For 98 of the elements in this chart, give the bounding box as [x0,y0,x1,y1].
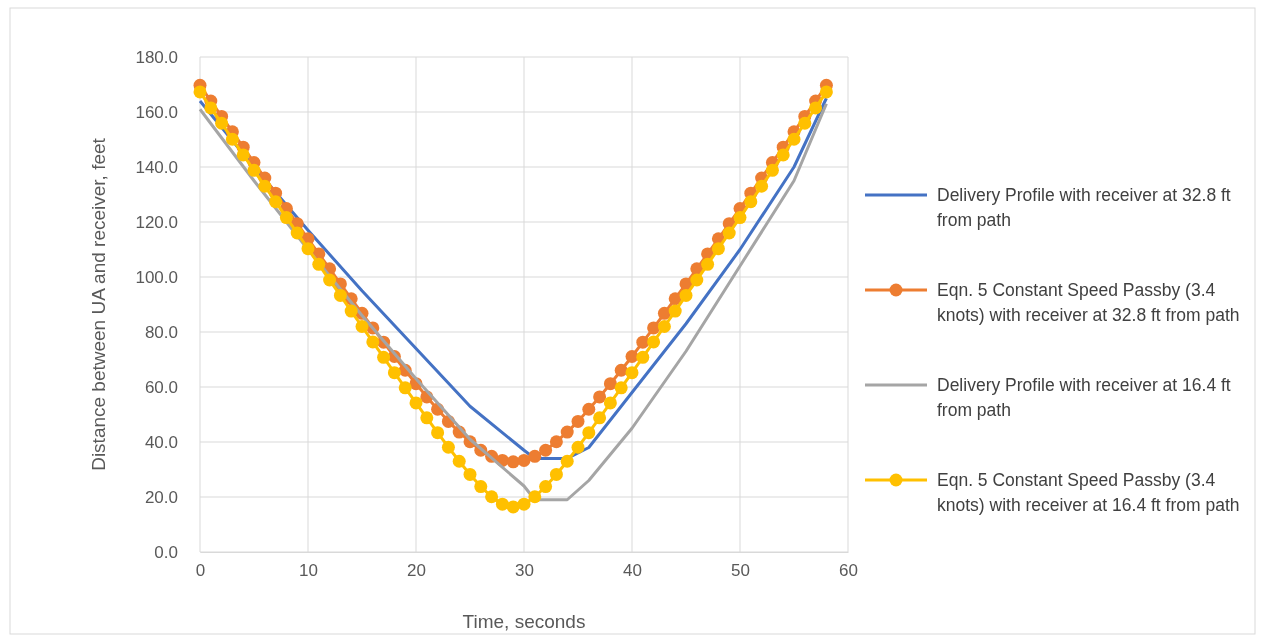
point [528,490,542,504]
point [517,497,531,511]
point [236,148,250,162]
point [636,350,650,364]
y-axis-title: Distance between UA and receiver, feet [88,137,109,471]
point [657,306,671,320]
point [647,321,661,335]
point [625,349,639,363]
y-tick-label: 140.0 [135,157,178,177]
point [474,480,488,494]
point [312,257,326,271]
point [431,426,445,440]
y-tick-label: 120.0 [135,212,178,232]
point [539,443,553,457]
point [344,304,358,318]
point [204,101,218,115]
point [701,257,715,271]
y-tick-label: 180.0 [135,47,178,67]
point [506,500,520,514]
point [193,85,207,99]
point [323,273,337,287]
x-tick-label: 10 [299,561,318,581]
point [668,292,682,306]
point [506,455,520,469]
y-tick-label: 100.0 [135,267,178,287]
y-tick-label: 80.0 [144,322,178,342]
x-tick-label: 30 [515,561,534,581]
point [593,411,607,425]
point [787,132,801,146]
x-tick-label: 0 [195,561,206,581]
y-tick-label: 20.0 [144,487,178,507]
point [517,453,531,467]
point [668,304,682,318]
x-tick-label: 60 [839,561,858,581]
point [571,414,585,428]
y-tick-label: 160.0 [135,102,178,122]
point [733,211,747,225]
point [258,179,272,193]
point [225,132,239,146]
legend-label: Eqn. 5 Constant Speed Passby (3.4 knots) with receiver at 16.4 ft from path [937,470,1240,515]
x-axis-title: Time, seconds [462,611,586,632]
point [776,148,790,162]
point [539,480,553,494]
point [603,377,617,391]
point [290,226,304,240]
legend-label: Delivery Profile with receiver at 32.8 ft from path [937,185,1231,230]
point [269,195,283,209]
point [301,242,315,256]
point [215,116,229,130]
x-tick-label: 50 [731,561,750,581]
point [560,454,574,468]
point [377,350,391,364]
y-tick-label: 40.0 [144,432,178,452]
point [722,226,736,240]
point [614,363,628,377]
point [279,211,293,225]
point [355,320,369,333]
y-tick-label: 0.0 [154,542,178,562]
point [614,381,628,395]
point [409,396,423,410]
point [679,288,693,302]
point [603,396,617,410]
point [549,435,563,449]
point [387,366,401,380]
point [463,467,477,481]
point [582,426,596,440]
point [636,335,650,349]
point [549,467,563,481]
point [819,85,833,99]
point [711,242,725,256]
point [657,320,671,333]
point [582,402,596,416]
point [485,490,499,504]
point [647,335,661,349]
point [528,449,542,463]
point [420,411,434,425]
point [744,195,758,209]
point [452,454,466,468]
x-tick-label: 20 [407,561,426,581]
point [625,366,639,380]
point [333,288,347,302]
point [398,381,412,395]
point [571,440,585,454]
legend-label: Delivery Profile with receiver at 16.4 ft from path [937,375,1231,420]
point [798,116,812,130]
point [495,497,509,511]
point [765,163,779,177]
point [593,390,607,404]
point [560,425,574,439]
point [441,440,455,454]
point [690,273,704,287]
point [809,101,823,115]
y-tick-label: 60.0 [144,377,178,397]
legend-label: Eqn. 5 Constant Speed Passby (3.4 knots) with receiver at 32.8 ft from path [937,280,1240,325]
point [366,335,380,349]
point [755,179,769,193]
x-tick-label: 40 [623,561,642,581]
point [247,163,261,177]
